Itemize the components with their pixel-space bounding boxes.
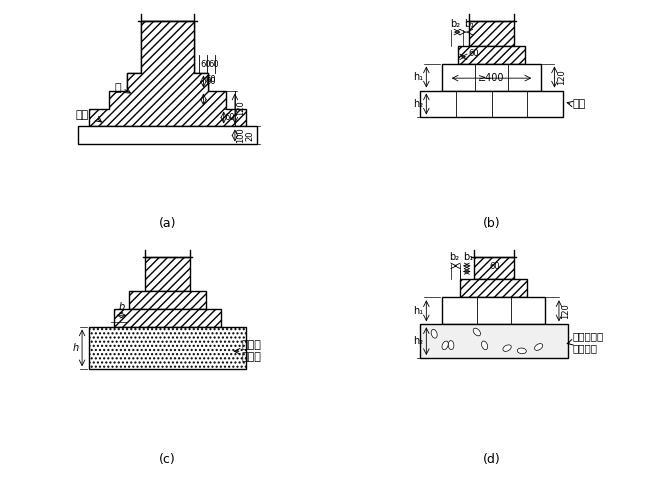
Text: (b): (b): [482, 216, 500, 229]
Polygon shape: [145, 257, 190, 290]
Text: b₂: b₂: [451, 19, 461, 29]
Ellipse shape: [482, 341, 488, 350]
Ellipse shape: [534, 344, 542, 350]
Bar: [78, 127, 258, 144]
Bar: [420, 324, 568, 358]
Text: 120: 120: [561, 303, 570, 319]
Bar: [442, 63, 541, 91]
Polygon shape: [460, 279, 527, 297]
Text: 120: 120: [557, 69, 565, 85]
Bar: [442, 297, 546, 324]
Text: (d): (d): [482, 453, 500, 466]
Text: 20: 20: [245, 130, 254, 141]
Text: 120: 120: [236, 101, 245, 116]
Text: 60: 60: [225, 113, 235, 122]
Ellipse shape: [431, 329, 437, 338]
Text: h₂: h₂: [413, 99, 424, 109]
Text: 60: 60: [208, 60, 219, 69]
Text: 灰土或
三合土: 灰土或 三合土: [242, 340, 262, 362]
Ellipse shape: [442, 341, 448, 349]
Text: (a): (a): [159, 216, 176, 229]
Polygon shape: [469, 21, 514, 46]
Text: 砖: 砖: [115, 83, 121, 93]
Polygon shape: [458, 46, 525, 63]
Polygon shape: [113, 309, 221, 326]
Ellipse shape: [517, 348, 527, 354]
Ellipse shape: [448, 341, 454, 349]
Polygon shape: [129, 290, 206, 309]
Bar: [420, 91, 563, 118]
Text: 60: 60: [200, 60, 211, 69]
Text: 60: 60: [206, 75, 216, 84]
Text: 60: 60: [490, 263, 500, 272]
Text: h₁: h₁: [413, 72, 424, 82]
Text: b₁: b₁: [464, 19, 474, 29]
Text: h₂: h₂: [413, 336, 424, 346]
Polygon shape: [474, 257, 514, 279]
Text: 块层: 块层: [75, 110, 89, 120]
Text: b₁: b₁: [463, 252, 473, 263]
Text: b: b: [118, 302, 125, 312]
Text: ≥400: ≥400: [478, 73, 505, 83]
Text: h₁: h₁: [413, 306, 424, 316]
Text: h: h: [72, 343, 78, 353]
Text: 毛石: 毛石: [573, 99, 586, 109]
Ellipse shape: [473, 328, 480, 336]
Text: b₂: b₂: [449, 252, 459, 263]
Text: 100: 100: [236, 128, 245, 144]
Text: (c): (c): [159, 453, 176, 466]
Text: 60: 60: [469, 49, 479, 58]
Polygon shape: [89, 21, 246, 127]
Text: 60: 60: [206, 77, 216, 86]
Polygon shape: [127, 72, 208, 91]
Text: 毛石混凝土
或混凝土: 毛石混凝土 或混凝土: [573, 332, 604, 353]
Ellipse shape: [503, 345, 511, 351]
Polygon shape: [140, 21, 194, 72]
Bar: [89, 326, 246, 369]
